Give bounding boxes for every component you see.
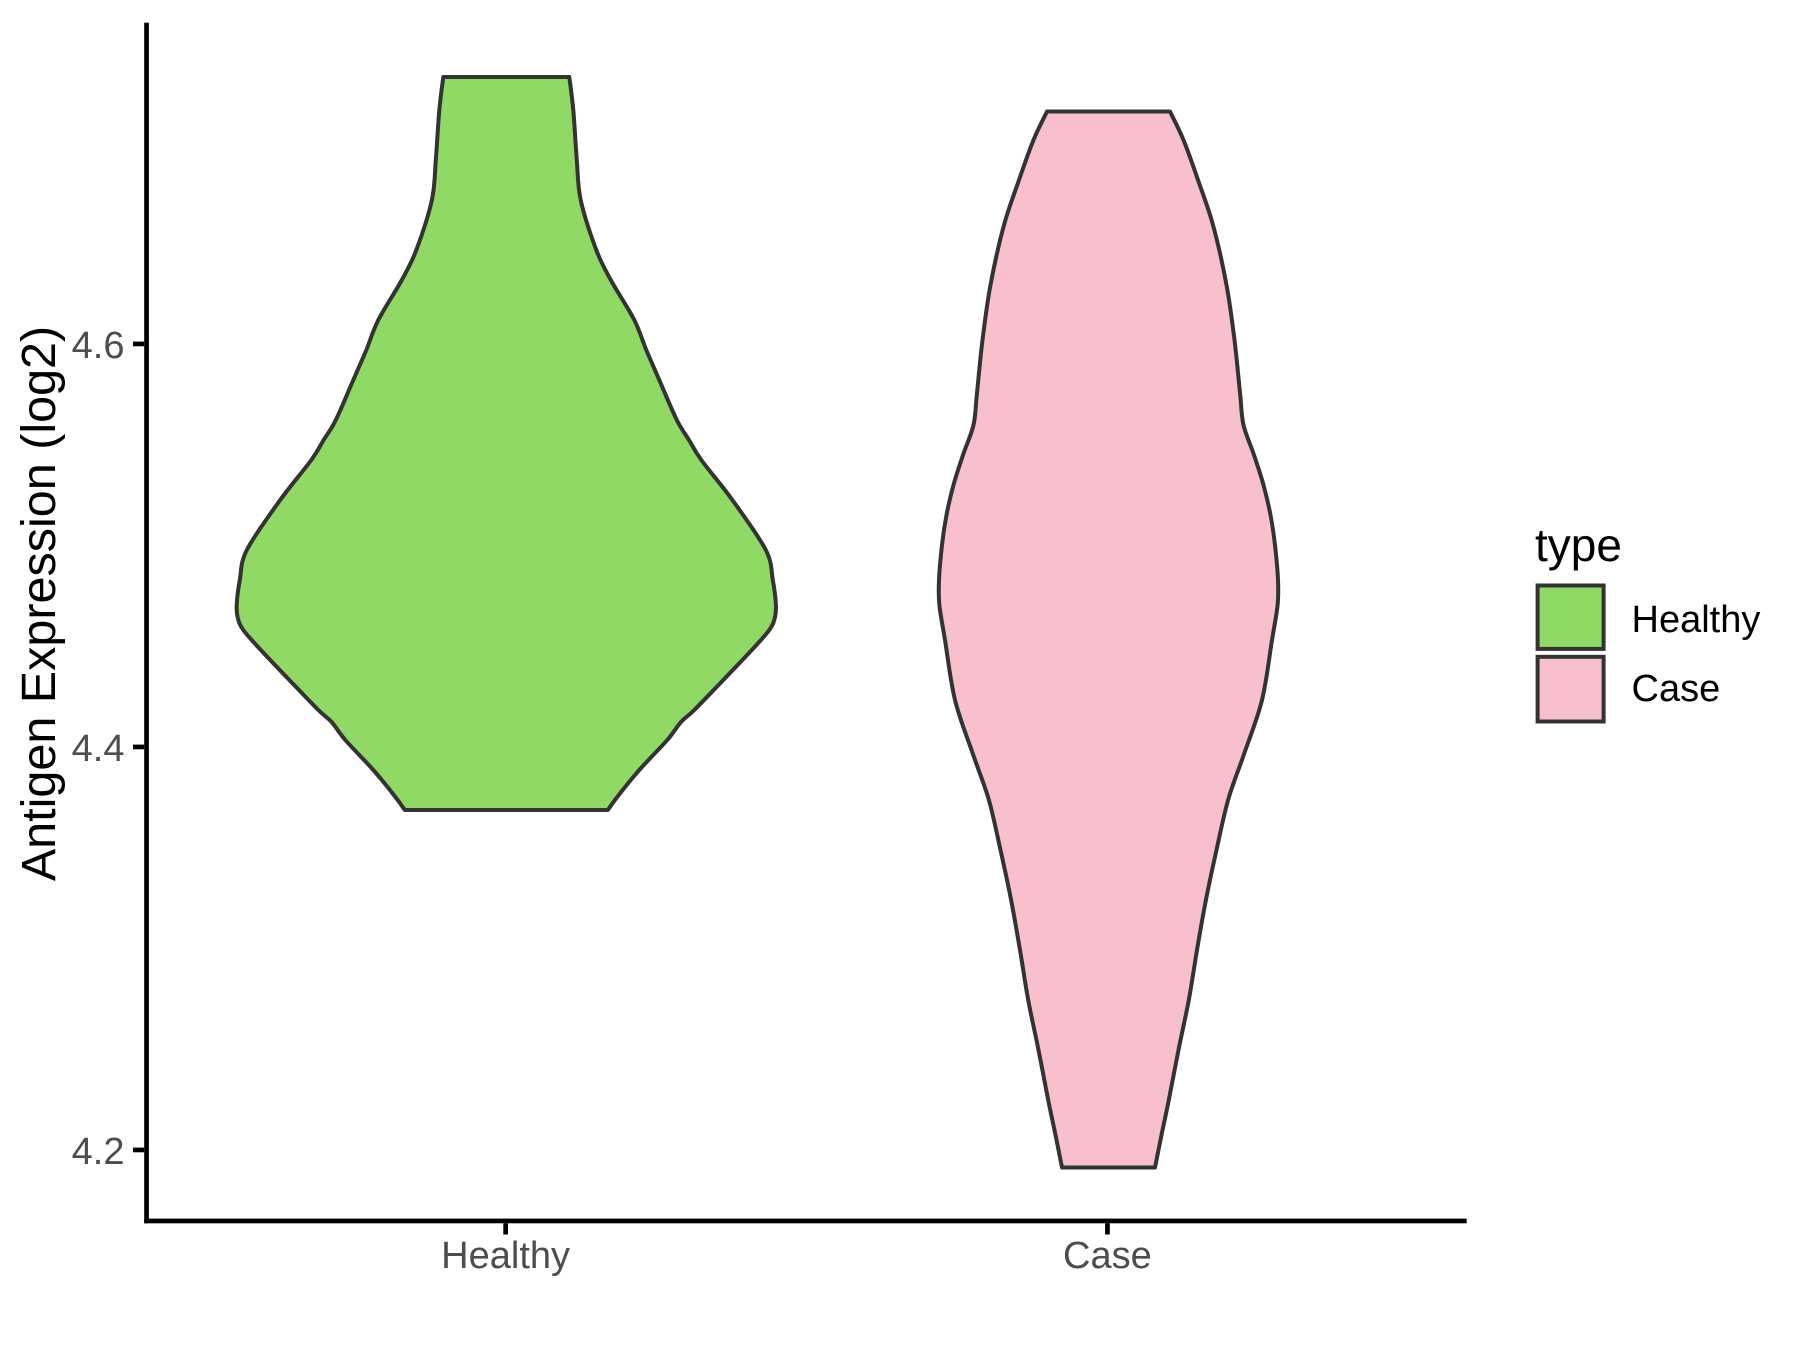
- svg-text:4.6: 4.6: [72, 325, 125, 367]
- svg-text:Healthy: Healthy: [1632, 599, 1761, 641]
- svg-text:4.2: 4.2: [72, 1131, 125, 1173]
- svg-text:Antigen Expression (log2): Antigen Expression (log2): [12, 326, 66, 881]
- svg-text:Healthy: Healthy: [441, 1235, 570, 1277]
- svg-text:Case: Case: [1632, 668, 1721, 710]
- svg-text:4.4: 4.4: [72, 728, 125, 770]
- svg-text:type: type: [1535, 519, 1622, 571]
- svg-text:Case: Case: [1063, 1235, 1152, 1277]
